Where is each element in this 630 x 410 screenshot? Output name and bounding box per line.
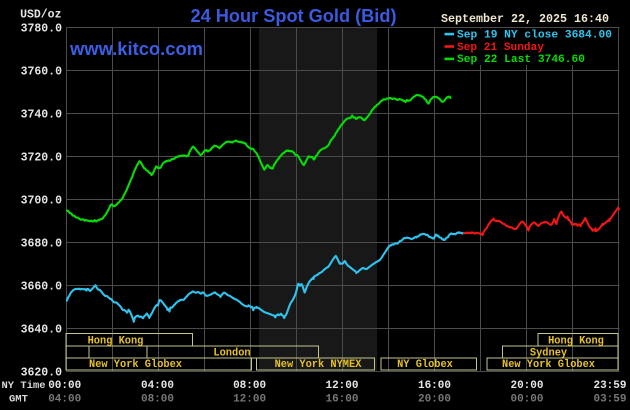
svg-text:3620.0: 3620.0 — [21, 367, 63, 380]
svg-text:20:00: 20:00 — [418, 394, 451, 406]
svg-text:12:00: 12:00 — [233, 394, 266, 406]
svg-text:Hong Kong: Hong Kong — [548, 336, 604, 348]
svg-text:GMT: GMT — [9, 394, 28, 406]
svg-text:3720.0: 3720.0 — [21, 152, 63, 165]
svg-text:16:00: 16:00 — [325, 394, 358, 406]
svg-text:3740.0: 3740.0 — [21, 109, 63, 122]
svg-text:20:00: 20:00 — [510, 380, 543, 392]
svg-text:3760.0: 3760.0 — [21, 66, 63, 79]
svg-text:NY Time: NY Time — [2, 380, 46, 392]
svg-text:12:00: 12:00 — [325, 380, 358, 392]
svg-text:Sep 22 Last 3746.60: Sep 22 Last 3746.60 — [457, 54, 585, 66]
svg-text:Hong Kong: Hong Kong — [88, 336, 144, 348]
svg-text:New York Globex: New York Globex — [89, 359, 182, 371]
svg-text:3640.0: 3640.0 — [21, 324, 63, 337]
svg-text:Sep 21 Sunday: Sep 21 Sunday — [457, 42, 544, 54]
svg-text:00:00: 00:00 — [48, 380, 81, 392]
svg-text:Sydney: Sydney — [530, 347, 568, 359]
svg-text:24 Hour Spot Gold (Bid): 24 Hour Spot Gold (Bid) — [191, 5, 397, 26]
svg-text:3780.0: 3780.0 — [21, 23, 63, 36]
svg-text:08:00: 08:00 — [141, 394, 174, 406]
svg-text:New York Globex: New York Globex — [502, 359, 595, 371]
svg-text:NY Globex: NY Globex — [397, 359, 453, 371]
svg-text:3700.0: 3700.0 — [21, 195, 63, 208]
svg-text:London: London — [213, 347, 250, 359]
svg-text:September 22, 2025 16:40: September 22, 2025 16:40 — [441, 13, 609, 26]
svg-text:www.kitco.com: www.kitco.com — [69, 39, 203, 59]
svg-text:03:59: 03:59 — [593, 394, 626, 406]
svg-text:USD/oz: USD/oz — [20, 9, 62, 22]
svg-text:23:59: 23:59 — [593, 380, 626, 392]
svg-text:08:00: 08:00 — [233, 380, 266, 392]
svg-text:New York NYMEX: New York NYMEX — [275, 359, 362, 371]
svg-text:16:00: 16:00 — [418, 380, 451, 392]
svg-text:00:00: 00:00 — [510, 394, 543, 406]
svg-text:04:00: 04:00 — [141, 380, 174, 392]
svg-text:3660.0: 3660.0 — [21, 281, 63, 294]
svg-text:Sep 19 NY close 3684.00: Sep 19 NY close 3684.00 — [457, 30, 612, 42]
svg-text:04:00: 04:00 — [48, 394, 81, 406]
svg-text:3680.0: 3680.0 — [21, 238, 63, 251]
